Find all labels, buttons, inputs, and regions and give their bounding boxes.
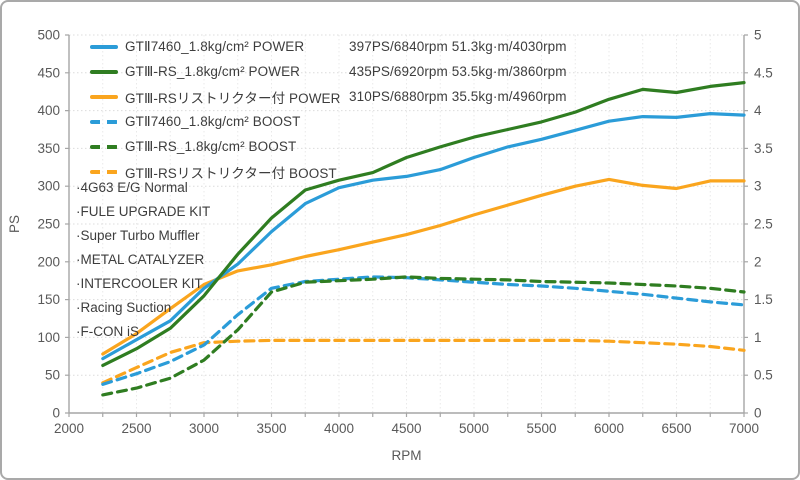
chart-legend: GTⅡ7460_1.8kg/cm² POWER 397PS/6840rpm 51… [90, 34, 567, 184]
mod-list-item: ·4G63 E/G Normal [76, 180, 188, 195]
series-gt2-7460-power-line [101, 111, 746, 361]
x-axis-tick-label: 2500 [121, 421, 151, 436]
y-axis-left-tick-label: 400 [37, 103, 60, 118]
y-axis-right-tick-label: 3.5 [754, 141, 773, 156]
series-gt3rs-power-line [101, 80, 746, 367]
modification-list: ·4G63 E/G Normal ·FULE UPGRADE KIT ·Supe… [76, 176, 210, 344]
legend-swatch-line [90, 144, 118, 149]
x-axis-tick-label: 4000 [324, 421, 354, 436]
legend-item-stats: 397PS/6840rpm 51.3kg·m/4030rpm [349, 39, 567, 54]
y-axis-right-tick-label: 3 [754, 179, 762, 194]
x-axis-tick-label: 6500 [661, 421, 691, 436]
series-gt2-7460-boost [101, 275, 746, 386]
series-gt3rs-boost [101, 275, 746, 397]
legend-swatch-line [90, 94, 118, 99]
y-axis-right-tick-label: 5 [754, 28, 762, 43]
legend-item-label: GTⅢ-RS_1.8kg/cm² POWER [125, 63, 301, 79]
legend-item-stats: 310PS/6880rpm 35.5kg·m/4960rpm [349, 89, 567, 104]
y-axis-right-tick-label: 0 [754, 406, 762, 421]
legend-item-label: GTⅢ-RS_1.8kg/cm² BOOST [125, 138, 297, 154]
legend-swatch-line [90, 69, 118, 74]
legend-item-stats: 435PS/6920rpm 53.5kg·m/3860rpm [349, 64, 567, 79]
y-axis-right-tick-label: 1.5 [754, 292, 773, 307]
y-axis-right-tick-label: 0.5 [754, 368, 773, 383]
y-axis-left-tick-label: 50 [45, 368, 60, 383]
y-axis-left-tick-label: 300 [37, 179, 60, 194]
legend-item: GTⅢ-RS_1.8kg/cm² POWER 435PS/6920rpm 53.… [90, 59, 567, 84]
x-axis-tick-label: 2000 [54, 421, 84, 436]
legend-item: GTⅡ7460_1.8kg/cm² BOOST [90, 109, 567, 134]
y-axis-right-tick-label: 2 [754, 254, 762, 269]
legend-item: GTⅢ-RS_1.8kg/cm² BOOST [90, 134, 567, 159]
y-axis-left-tick-label: 450 [37, 65, 60, 80]
x-axis-title: RPM [392, 448, 422, 463]
mod-list-item: ·INTERCOOLER KIT [76, 276, 203, 291]
y-axis-right-tick-label: 1 [754, 330, 762, 345]
legend-swatch-line [90, 119, 118, 124]
legend-swatch-line [90, 169, 118, 174]
y-axis-right-tick-label: 2.5 [754, 217, 773, 232]
x-axis-tick-label: 5000 [459, 421, 489, 436]
x-axis-tick-label: 3000 [189, 421, 219, 436]
mod-list-item: ·METAL CATALYZER [76, 252, 205, 267]
mod-list-item: ·F-CON iS [76, 324, 139, 339]
mod-list-item: ·Super Turbo Muffler [76, 228, 200, 243]
series-gt3rs-restrictor-boost [101, 338, 746, 385]
y-axis-left-tick-label: 500 [37, 28, 60, 43]
y-axis-right-tick-label: 4 [754, 103, 762, 118]
y-axis-left-tick-label: 100 [37, 330, 60, 345]
y-axis-left-tick-label: 250 [37, 217, 60, 232]
series-gt3rs-restrictor-power [101, 177, 746, 356]
x-axis-tick-label: 4500 [391, 421, 421, 436]
y-axis-left-tick-label: 150 [37, 292, 60, 307]
legend-item-label: GTⅢ-RSリストリクター付 POWER [125, 90, 341, 106]
x-axis-tick-label: 6000 [594, 421, 624, 436]
y-axis-left-tick-label: 350 [37, 141, 60, 156]
legend-item-label: GTⅢ-RSリストリクター付 BOOST [125, 165, 337, 181]
y-axis-title: PS [7, 215, 22, 233]
mod-list-item: ·Racing Suction [76, 300, 172, 315]
legend-item-label: GTⅡ7460_1.8kg/cm² BOOST [125, 113, 301, 129]
x-axis-tick-label: 5500 [526, 421, 556, 436]
legend-item: GTⅢ-RSリストリクター付 BOOST [90, 159, 567, 184]
legend-item-label: GTⅡ7460_1.8kg/cm² POWER [125, 38, 305, 54]
y-axis-right-tick-label: 4.5 [754, 65, 773, 80]
legend-swatch-line [90, 44, 118, 49]
y-axis-left-tick-label: 200 [37, 254, 60, 269]
x-axis-tick-label: 7000 [729, 421, 759, 436]
x-axis-tick-label: 3500 [256, 421, 286, 436]
mod-list-item: ·FULE UPGRADE KIT [76, 204, 211, 219]
y-axis-left-tick-label: 0 [52, 406, 60, 421]
legend-item: GTⅢ-RSリストリクター付 POWER 310PS/6880rpm 35.5k… [90, 84, 567, 109]
legend-item: GTⅡ7460_1.8kg/cm² POWER 397PS/6840rpm 51… [90, 34, 567, 59]
